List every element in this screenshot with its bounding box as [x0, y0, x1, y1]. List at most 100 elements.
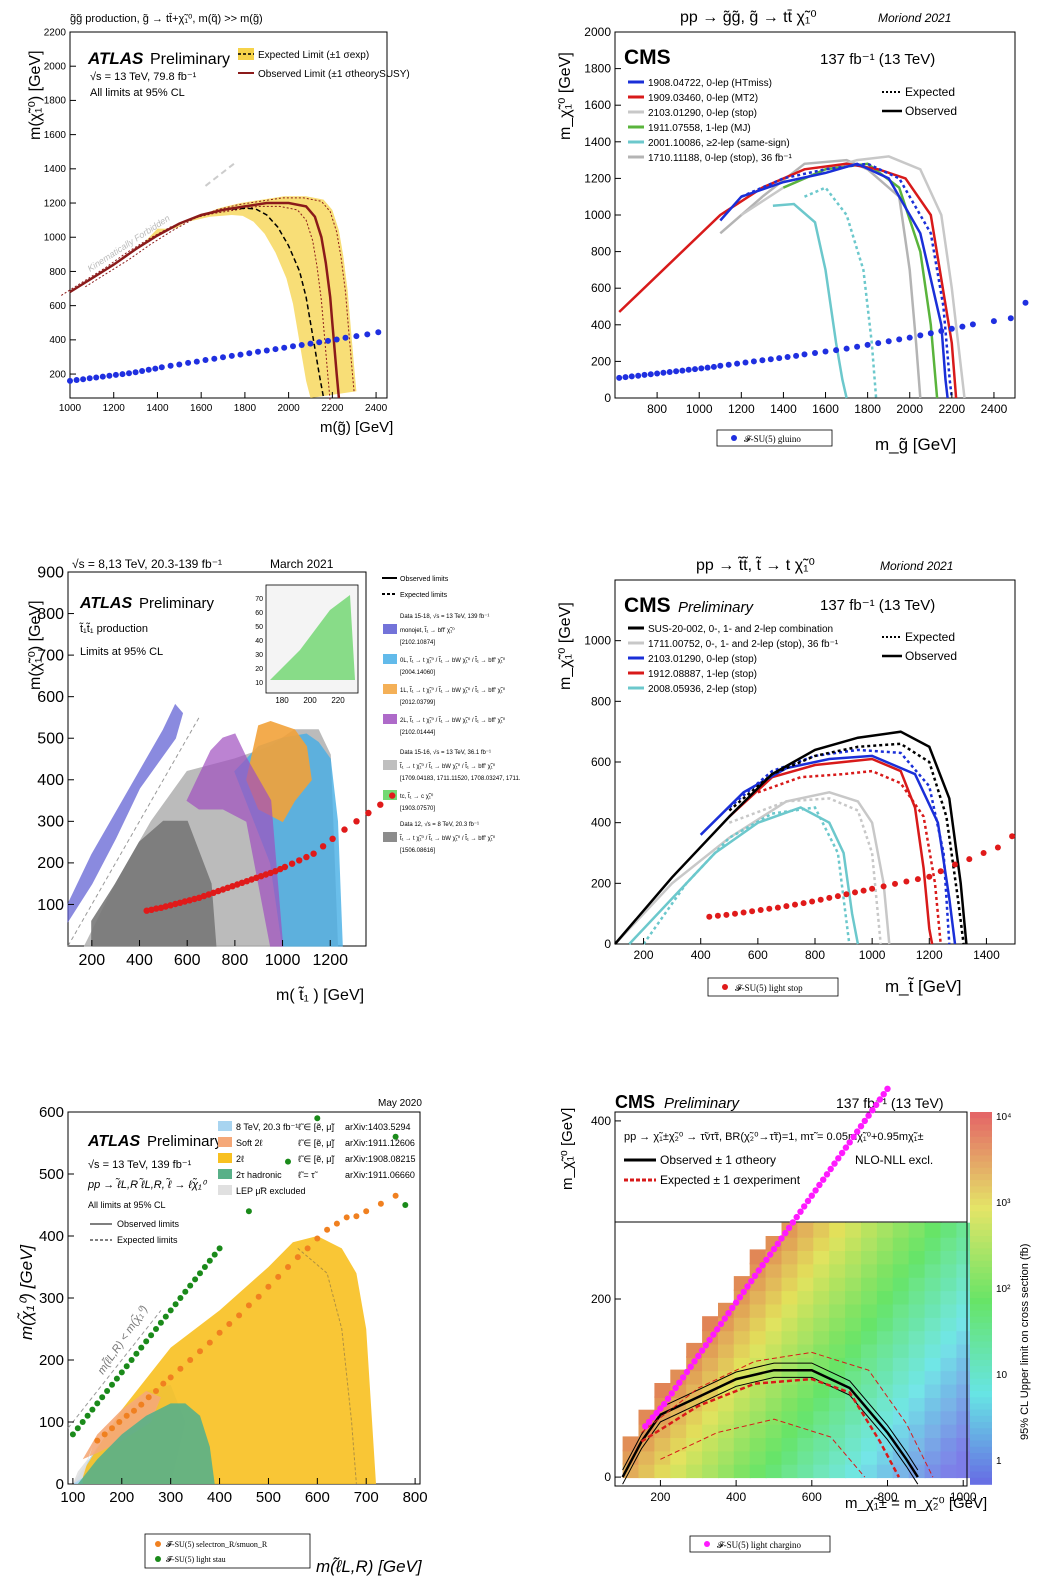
x-tick-label: 200 — [634, 948, 654, 962]
legend-group-6: Data 12, √s = 8 TeV, 20.3 fb⁻¹ — [400, 821, 479, 828]
heat-cell — [718, 1449, 735, 1465]
data-point — [687, 1363, 694, 1370]
heat-cell — [813, 1383, 831, 1398]
limit-curve-3 — [804, 186, 878, 399]
heat-cell — [908, 1396, 926, 1412]
data-point — [744, 1283, 751, 1290]
data-point — [721, 1315, 728, 1322]
x-axis-label: m_t̃ [GeV] — [885, 977, 962, 996]
data-point — [272, 868, 279, 875]
heat-cell — [829, 1423, 847, 1438]
data-point — [152, 365, 159, 372]
points-legend-marker-stau — [155, 1556, 161, 1562]
heat-cell — [908, 1262, 926, 1278]
x-tick-label: 300 — [158, 1489, 183, 1506]
points-legend-label: 𝓕-SU(5) light stop — [735, 983, 803, 993]
data-point — [645, 1418, 653, 1426]
heat-cell — [781, 1262, 799, 1278]
data-point — [702, 1342, 709, 1349]
process-label: t̃₁t̃₁ production — [79, 622, 148, 635]
heat-cell — [686, 1463, 704, 1479]
data-point — [185, 359, 192, 366]
heat-cell — [702, 1449, 720, 1465]
heat-cell — [876, 1409, 894, 1425]
heat-cell — [813, 1249, 831, 1265]
heat-cell — [845, 1329, 863, 1345]
colorbar-segment — [970, 1446, 992, 1454]
heat-cell — [813, 1409, 831, 1425]
x-axis-label: m( t̃₁ ) [GeV] — [276, 985, 364, 1004]
data-point — [778, 1235, 785, 1242]
chart-atlas-stop: √s = 8,13 TeV, 20.3-139 fb⁻¹ March 2021 … — [27, 557, 539, 1004]
xsec-label: NLO-NLL excl. — [855, 1153, 933, 1167]
data-point — [835, 1155, 842, 1162]
heat-cell — [765, 1449, 783, 1465]
colorbar-segment — [970, 1335, 992, 1343]
heat-cell — [876, 1262, 894, 1278]
y-tick-label: 700 — [37, 647, 64, 664]
data-point — [723, 911, 730, 918]
data-point — [197, 1348, 203, 1355]
x-tick-label: 800 — [878, 1490, 898, 1504]
data-point — [757, 907, 764, 913]
inset-y-tick: 20 — [255, 666, 263, 673]
heat-cell — [813, 1342, 831, 1358]
heat-cell — [892, 1463, 910, 1479]
heat-cell — [813, 1396, 831, 1412]
data-point — [750, 358, 757, 365]
data-point — [143, 1338, 150, 1345]
cl-note: All limits at 95% CL — [88, 1200, 166, 1210]
colorbar-segment — [970, 1415, 992, 1423]
chart-cms-gluino: pp → g̃g̃, g̃ → tt̄ χ̃₁⁰ Moriond 2021 CM… — [557, 9, 1029, 454]
data-point — [710, 1331, 717, 1338]
heat-cell — [829, 1383, 847, 1398]
heat-cell — [845, 1423, 863, 1438]
chart-cms-chargino: CMS Preliminary 137 fb⁻¹ (13 TeV) pp → χ… — [559, 1085, 1031, 1553]
data-point — [792, 901, 798, 908]
legend-selection-2: ℓ̃ ∈ [ẽ, μ̃] — [298, 1154, 335, 1164]
data-point — [642, 1423, 649, 1430]
colorbar-segment — [970, 1236, 992, 1243]
data-point — [880, 1091, 887, 1098]
x-tick-label: 600 — [305, 1489, 330, 1506]
limit-curve-7 — [728, 748, 951, 945]
colorbar-segment — [970, 1260, 992, 1268]
excluded-region-2 — [82, 1391, 161, 1460]
heat-cell — [797, 1276, 815, 1292]
panel-atlas-gluino: g̃g̃ production, g̃ → tt̄+χ̃₁⁰, m(q̃) >>… — [0, 0, 520, 500]
heat-cell — [861, 1423, 878, 1438]
data-point — [216, 1245, 223, 1252]
colorbar-segment — [970, 1372, 992, 1380]
data-point — [139, 368, 146, 374]
heat-cell — [829, 1356, 847, 1372]
heat-cell — [654, 1436, 672, 1452]
heat-cell — [861, 1302, 878, 1318]
heat-cell — [924, 1436, 942, 1452]
data-point — [126, 370, 132, 377]
heat-cell — [797, 1262, 815, 1278]
x-tick-label: 600 — [174, 952, 201, 969]
legend-selection-0: ℓ̃ ∈ [ẽ, μ̃] — [298, 1122, 335, 1132]
data-point — [94, 1400, 101, 1407]
legend-swatch-3 — [218, 1169, 232, 1179]
excluded-region-5 — [67, 703, 184, 924]
heat-cell — [765, 1289, 783, 1305]
heat-cell — [749, 1463, 767, 1479]
heat-cell — [829, 1409, 847, 1425]
heat-cell — [765, 1383, 783, 1398]
heat-cell — [749, 1423, 767, 1438]
heat-cell — [829, 1436, 847, 1452]
legend-swatch-1 — [383, 654, 397, 664]
legend-entry-0: 8 TeV, 20.3 fb⁻¹ — [236, 1122, 298, 1132]
data-point — [704, 364, 711, 371]
heat-cell — [845, 1369, 863, 1385]
data-point — [298, 342, 305, 348]
data-point — [749, 908, 756, 915]
data-point — [785, 1224, 793, 1231]
x-tick-label: 1200 — [728, 402, 755, 416]
x-tick-label: 1000 — [59, 403, 82, 414]
heat-cell — [749, 1449, 767, 1465]
x-tick-label: 2200 — [938, 402, 965, 416]
data-point — [759, 357, 766, 364]
data-point — [647, 371, 654, 378]
